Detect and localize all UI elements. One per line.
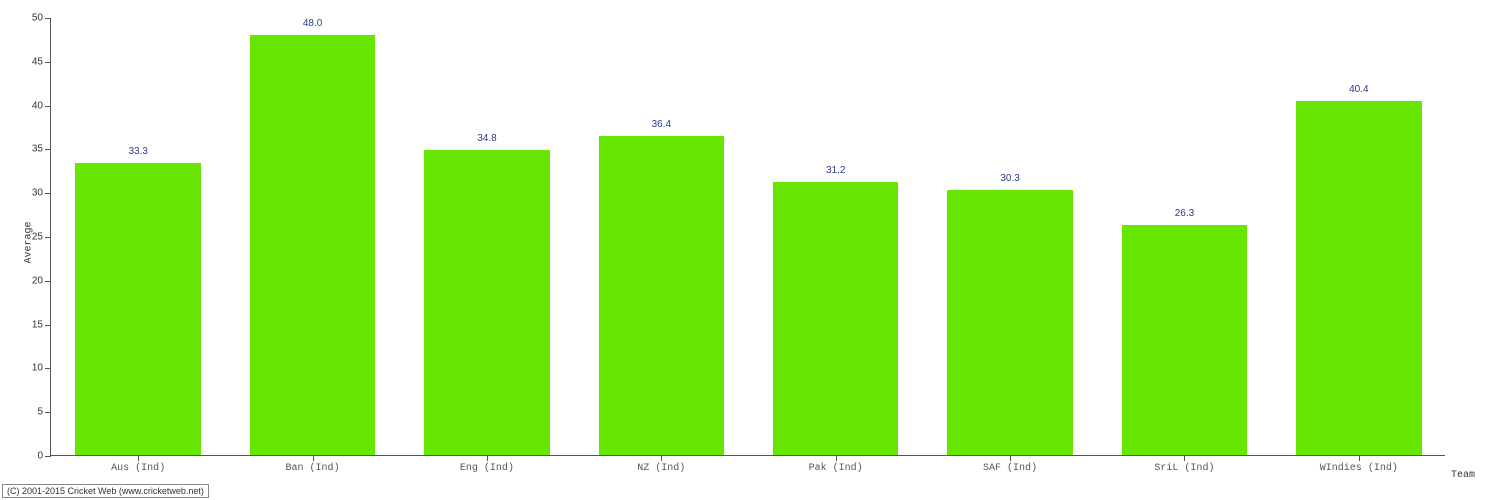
bar-value-label: 26.3 <box>1175 208 1194 219</box>
bar <box>250 35 376 455</box>
bar <box>599 136 725 455</box>
y-tick-label: 15 <box>32 319 51 330</box>
y-tick-label: 45 <box>32 56 51 67</box>
bar-value-label: 30.3 <box>1000 173 1019 184</box>
x-tick-label: Eng (Ind) <box>460 455 514 474</box>
y-tick-label: 50 <box>32 13 51 24</box>
x-axis-title: Team <box>1451 470 1475 481</box>
y-tick-label: 40 <box>32 100 51 111</box>
y-axis-title: Average <box>24 221 35 263</box>
bar <box>1122 225 1248 455</box>
y-tick-label: 35 <box>32 144 51 155</box>
bar <box>75 163 201 455</box>
bar <box>424 150 550 455</box>
y-tick-label: 30 <box>32 188 51 199</box>
chart-container: 0 5 10 15 20 25 30 35 40 45 50 33.3 Aus (Ind) 48.0 Ban… <box>0 0 1500 500</box>
y-tick-label: 10 <box>32 363 51 374</box>
bar <box>947 190 1073 455</box>
bar <box>1296 101 1422 455</box>
bar-value-label: 31.2 <box>826 165 845 176</box>
y-tick-label: 5 <box>37 407 51 418</box>
x-tick-label: WIndies (Ind) <box>1320 455 1398 474</box>
bar-value-label: 48.0 <box>303 18 322 29</box>
y-tick-label: 20 <box>32 275 51 286</box>
bar-value-label: 40.4 <box>1349 84 1368 95</box>
bar <box>773 182 899 455</box>
x-tick-label: Ban (Ind) <box>286 455 340 474</box>
bar-value-label: 36.4 <box>652 119 671 130</box>
x-tick-label: Pak (Ind) <box>809 455 863 474</box>
y-tick-label: 25 <box>32 232 51 243</box>
x-tick-label: SriL (Ind) <box>1154 455 1214 474</box>
copyright-label: (C) 2001-2015 Cricket Web (www.cricketwe… <box>2 484 209 498</box>
y-tick-label: 0 <box>37 451 51 462</box>
x-tick-label: SAF (Ind) <box>983 455 1037 474</box>
x-tick-label: Aus (Ind) <box>111 455 165 474</box>
bar-value-label: 33.3 <box>128 146 147 157</box>
bar-value-label: 34.8 <box>477 133 496 144</box>
x-tick-label: NZ (Ind) <box>637 455 685 474</box>
plot-area: 0510152025303540455033.3Aus (Ind)48.0Ban… <box>50 18 1445 456</box>
